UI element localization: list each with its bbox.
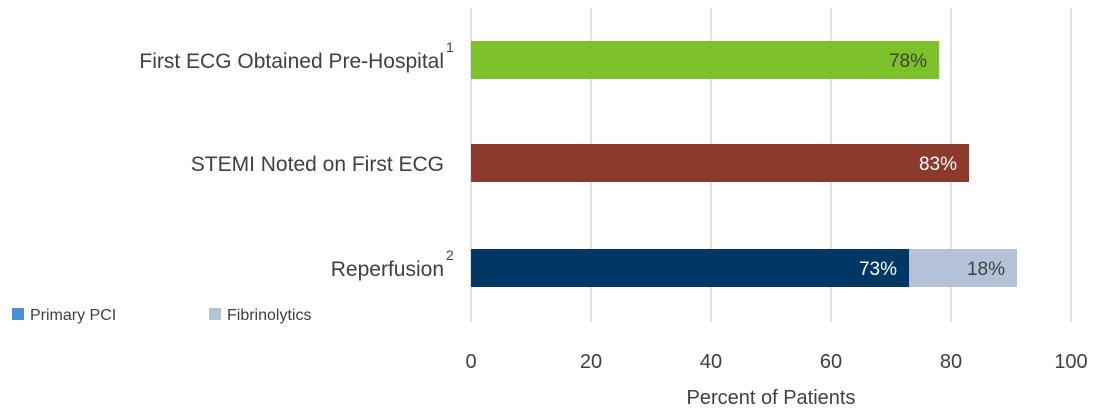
x-tick-labels: 0 20 40 60 80 100 — [465, 351, 1087, 373]
data-label-2-1: 18% — [967, 259, 1005, 280]
x-tick-label-20: 20 — [580, 351, 602, 373]
bar-2-segment-0 — [471, 249, 909, 287]
bar-1-segment-0 — [471, 144, 969, 182]
data-label-0-0: 78% — [889, 51, 927, 72]
legend-swatch-0 — [12, 308, 24, 320]
category-footnote-0: 1 — [446, 39, 454, 55]
legend-label-0: Primary PCI — [30, 307, 116, 324]
bar-2-segment-1 — [909, 249, 1017, 287]
legend-label-1: Fibrinolytics — [227, 307, 311, 324]
category-label-2: Reperfusion — [331, 258, 444, 281]
bar-0-segment-0 — [471, 41, 939, 79]
legend: Primary PCI Fibrinolytics — [12, 307, 311, 324]
x-tick-label-80: 80 — [940, 351, 962, 373]
data-label-1-0: 83% — [919, 154, 957, 175]
bars: 78% 83% 73% 18% — [471, 41, 1017, 287]
x-axis-title: Percent of Patients — [687, 387, 856, 409]
legend-swatch-1 — [209, 308, 221, 320]
category-label-0: First ECG Obtained Pre-Hospital — [139, 50, 444, 73]
category-label-1: STEMI Noted on First ECG — [191, 153, 444, 176]
x-tick-label-100: 100 — [1054, 351, 1087, 373]
category-footnote-2: 2 — [446, 247, 454, 263]
x-tick-label-0: 0 — [465, 351, 476, 373]
x-tick-label-40: 40 — [700, 351, 722, 373]
x-tick-label-60: 60 — [820, 351, 842, 373]
data-label-2-0: 73% — [859, 259, 897, 280]
